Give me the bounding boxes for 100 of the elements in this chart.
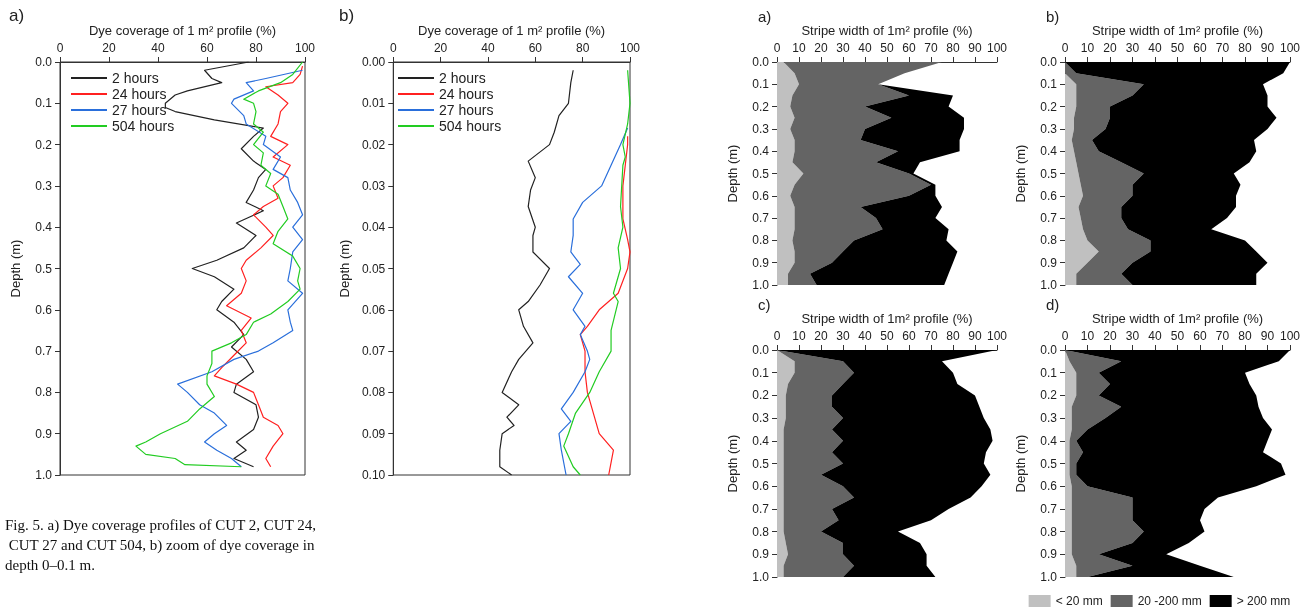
y-tick-label: 0.9 bbox=[35, 426, 53, 441]
y-tick-label: 0.7 bbox=[752, 501, 770, 516]
x-tick-label: 0 bbox=[773, 41, 781, 55]
chart-title: c) bbox=[758, 296, 771, 313]
legend-label: 2 hours bbox=[439, 70, 486, 86]
y-tick-label: 0.07 bbox=[361, 344, 386, 359]
y-tick-label: 0.7 bbox=[1040, 501, 1058, 516]
x-axis-title: Stripe width of 1m² profile (%) bbox=[1091, 23, 1264, 39]
x-tick-label: 40 bbox=[151, 41, 165, 55]
y-tick-label: 0.08 bbox=[361, 385, 386, 400]
chart-title: d) bbox=[1046, 296, 1060, 313]
y-tick-label: 0.10 bbox=[361, 468, 386, 482]
x-tick-label: 50 bbox=[1170, 329, 1185, 343]
y-tick-label: 0.3 bbox=[752, 411, 770, 426]
y-tick-label: 0.5 bbox=[1040, 456, 1058, 471]
y-tick-label: 0.6 bbox=[1040, 479, 1058, 494]
y-tick-label: 0.2 bbox=[752, 99, 770, 114]
x-axis-title: Stripe width of 1m² profile (%) bbox=[801, 23, 973, 39]
x-tick-label: 30 bbox=[1125, 329, 1140, 343]
y-tick-label: 0.1 bbox=[752, 365, 770, 380]
x-tick-label: 90 bbox=[1260, 329, 1275, 343]
y-axis-title: Depth (m) bbox=[725, 434, 740, 493]
y-tick-label: 0.5 bbox=[752, 456, 770, 471]
legend-label: > 200 mm bbox=[1236, 594, 1291, 608]
x-tick-label: 20 bbox=[1103, 41, 1117, 55]
y-tick-label: 1.0 bbox=[1040, 278, 1058, 292]
y-tick-label: 0.1 bbox=[1040, 77, 1058, 92]
y-tick-label: 0.8 bbox=[752, 524, 770, 539]
legend-label: 2 hours bbox=[112, 70, 159, 86]
y-tick-label: 0.2 bbox=[752, 388, 770, 403]
x-tick-label: 100 bbox=[986, 329, 1008, 343]
x-tick-label: 10 bbox=[792, 329, 806, 343]
y-tick-label: 0.3 bbox=[35, 178, 53, 193]
chart-title: b) bbox=[339, 6, 355, 25]
y-tick-label: 0.2 bbox=[1040, 388, 1058, 403]
x-tick-label: 20 bbox=[814, 329, 828, 343]
y-axis-title: Depth (m) bbox=[8, 239, 23, 298]
y-tick-label: 0.7 bbox=[1040, 211, 1058, 226]
x-tick-label: 80 bbox=[1238, 41, 1252, 55]
y-tick-label: 0.9 bbox=[1040, 547, 1058, 562]
x-tick-label: 0 bbox=[1061, 41, 1069, 55]
y-tick-label: 0.02 bbox=[361, 137, 386, 152]
x-tick-label: 30 bbox=[836, 329, 850, 343]
x-tick-label: 0 bbox=[773, 329, 781, 343]
x-axis-title: Dye coverage of 1 m² profile (%) bbox=[418, 23, 606, 39]
x-tick-label: 50 bbox=[880, 41, 894, 55]
x-tick-label: 40 bbox=[858, 329, 872, 343]
y-tick-label: 0.3 bbox=[1040, 121, 1058, 136]
y-tick-label: 0.0 bbox=[35, 55, 53, 69]
x-tick-label: 70 bbox=[924, 41, 938, 55]
legend-label: 27 hours bbox=[112, 102, 167, 118]
x-tick-label: 80 bbox=[946, 329, 960, 343]
y-tick-label: 0.0 bbox=[1040, 343, 1058, 357]
x-tick-label: 70 bbox=[1215, 41, 1230, 55]
y-tick-label: 1.0 bbox=[752, 570, 770, 584]
x-tick-label: 10 bbox=[1080, 329, 1095, 343]
y-tick-label: 0.8 bbox=[1040, 233, 1058, 248]
legend-label: < 20 mm bbox=[1055, 594, 1103, 608]
y-tick-label: 0.03 bbox=[361, 178, 386, 193]
x-tick-label: 40 bbox=[1148, 329, 1162, 343]
y-tick-label: 0.2 bbox=[1040, 99, 1058, 114]
y-tick-label: 0.1 bbox=[1040, 365, 1058, 380]
y-tick-label: 0.4 bbox=[1040, 144, 1058, 159]
legend-label: 504 hours bbox=[112, 118, 175, 134]
x-tick-label: 60 bbox=[1193, 41, 1207, 55]
legend-label: 24 hours bbox=[439, 86, 494, 102]
x-tick-label: 80 bbox=[946, 41, 960, 55]
x-tick-label: 20 bbox=[1103, 329, 1117, 343]
x-tick-label: 80 bbox=[575, 41, 590, 55]
y-tick-label: 0.09 bbox=[361, 426, 386, 441]
x-tick-label: 50 bbox=[880, 329, 894, 343]
y-tick-label: 0.04 bbox=[361, 220, 386, 235]
y-tick-label: 1.0 bbox=[1040, 570, 1058, 584]
y-tick-label: 0.06 bbox=[361, 302, 386, 317]
y-tick-label: 1.0 bbox=[752, 278, 770, 292]
y-tick-label: 0.3 bbox=[752, 121, 770, 136]
x-tick-label: 70 bbox=[1215, 329, 1230, 343]
y-tick-label: 0.1 bbox=[35, 96, 53, 111]
x-axis-title: Stripe width of 1m² profile (%) bbox=[1091, 311, 1264, 327]
x-tick-label: 0 bbox=[1061, 329, 1069, 343]
y-tick-label: 0.4 bbox=[1040, 433, 1058, 448]
x-tick-label: 80 bbox=[1238, 329, 1252, 343]
x-tick-label: 20 bbox=[433, 41, 448, 55]
y-tick-label: 0.6 bbox=[35, 302, 53, 317]
y-tick-label: 0.0 bbox=[752, 55, 770, 69]
x-tick-label: 40 bbox=[1148, 41, 1162, 55]
x-axis-title: Stripe width of 1m² profile (%) bbox=[801, 311, 973, 327]
x-tick-label: 90 bbox=[968, 41, 982, 55]
y-tick-label: 0.2 bbox=[35, 137, 53, 152]
x-tick-label: 20 bbox=[814, 41, 828, 55]
chart-title: b) bbox=[1046, 8, 1060, 25]
y-tick-label: 0.3 bbox=[1040, 411, 1058, 426]
x-tick-label: 60 bbox=[200, 41, 214, 55]
y-axis-title: Depth (m) bbox=[337, 239, 352, 298]
y-tick-label: 0.05 bbox=[361, 261, 386, 276]
y-tick-label: 0.6 bbox=[1040, 188, 1058, 203]
y-axis-title: Depth (m) bbox=[1013, 144, 1028, 203]
y-axis-title: Depth (m) bbox=[725, 144, 740, 203]
y-tick-label: 0.9 bbox=[752, 255, 770, 270]
y-tick-label: 0.8 bbox=[1040, 524, 1058, 539]
